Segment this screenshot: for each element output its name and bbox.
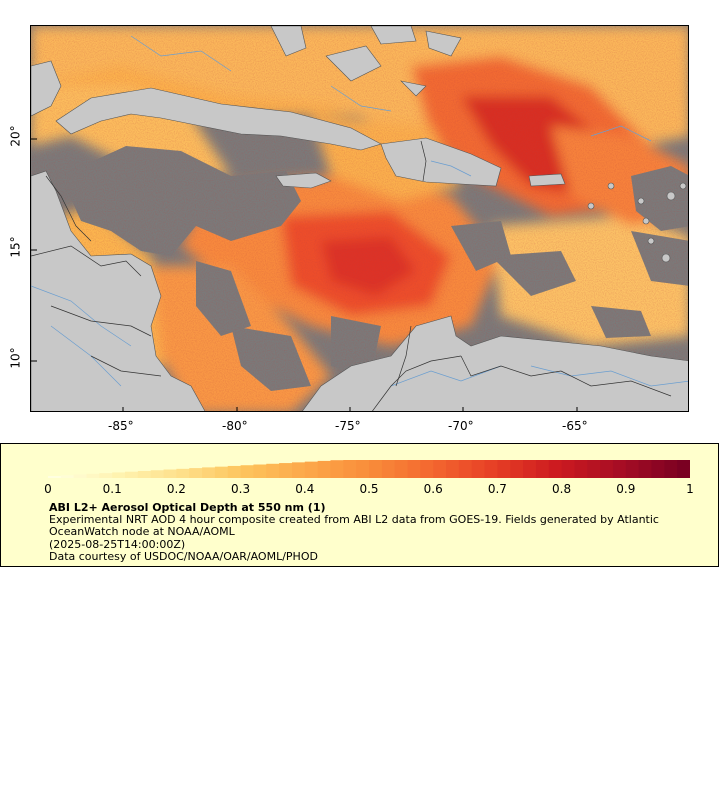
colorbar-segment — [99, 473, 113, 478]
colorbar-segment — [471, 460, 486, 478]
colorbar-segment — [150, 470, 165, 478]
lat-tick-label: 10° — [8, 347, 23, 369]
colorbar-segment — [214, 466, 229, 478]
colorbar-segment — [433, 460, 447, 478]
colorbar-segment — [407, 460, 421, 478]
colorbar-segment — [125, 471, 139, 478]
colorbar-segment — [137, 470, 152, 478]
colorbar-segment — [664, 460, 678, 478]
colorbar-segment — [510, 460, 524, 478]
colorbar-segment — [677, 460, 690, 478]
colorbar-segment — [535, 460, 550, 478]
colorbar-segment — [330, 460, 344, 478]
colorbar-segment — [240, 465, 254, 478]
colorbar-segment — [369, 460, 383, 478]
colorbar-segment — [523, 460, 537, 478]
lat-tick-label: 20° — [8, 125, 23, 147]
colorbar-tick-label: 0.7 — [487, 482, 507, 496]
colorbar-tick-label: 0.1 — [102, 482, 122, 496]
colorbar-tick-label: 0.4 — [295, 482, 315, 496]
colorbar-segment — [60, 475, 75, 478]
colorbar-tick-label: 0.8 — [552, 482, 572, 496]
latitude-axis: 20° 15° 10° — [0, 25, 30, 412]
colorbar-segment — [343, 460, 357, 478]
colorbar-segment — [253, 464, 267, 478]
aod-map[interactable] — [30, 25, 689, 412]
colorbar-tick-label: 1 — [686, 482, 694, 496]
colorbar-segment — [227, 465, 242, 478]
colorbar-segment — [612, 460, 627, 478]
colorbar-segment — [86, 473, 100, 478]
colorbar-segment — [561, 460, 575, 478]
colorbar-segment — [202, 467, 216, 478]
cuba — [55, 87, 382, 151]
colorbar-segment — [548, 460, 563, 478]
borders — [31, 140, 672, 411]
colorbar-segment — [394, 460, 409, 478]
lon-tick-label: -65° — [562, 419, 588, 433]
colorbar-segment — [420, 460, 434, 478]
colorbar-segment — [638, 460, 652, 478]
legend-title: ABI L2+ Aerosol Optical Depth at 550 nm … — [49, 501, 326, 514]
colorbar-segment — [484, 460, 498, 478]
colorbar-segment — [163, 469, 177, 478]
colorbar-segment — [587, 460, 601, 478]
colorbar-tick-label: 0.6 — [423, 482, 443, 496]
colorbar-tick-label: 0.3 — [231, 482, 251, 496]
colorbar-segment — [189, 468, 203, 478]
lon-tick-label: -85° — [108, 419, 134, 433]
colorbar-tick-label: 0.5 — [359, 482, 379, 496]
south-america — [302, 315, 688, 411]
hispaniola — [380, 137, 502, 187]
lon-tick-label: -80° — [222, 419, 248, 433]
colorbar-segment — [574, 460, 588, 478]
colorbar-segment — [279, 463, 293, 478]
colorbar-segment — [176, 468, 190, 478]
colorbar-segment — [651, 460, 665, 478]
colorbar-segment — [600, 460, 614, 478]
land-areas — [31, 26, 688, 411]
colorbar-segment — [291, 462, 306, 478]
colorbar-segment — [446, 460, 460, 478]
lon-tick-label: -75° — [335, 419, 361, 433]
colorbar-segment — [356, 460, 370, 478]
map-ticks — [31, 138, 578, 411]
legend-credit: Data courtesy of USDOC/NOAA/OAR/AOML/PHO… — [49, 550, 318, 563]
colorbar-segment — [112, 472, 126, 478]
longitude-axis: -85° -80° -75° -70° -65° — [30, 412, 689, 437]
rivers — [31, 35, 688, 387]
colorbar-segment — [381, 460, 396, 478]
colorbar-tick-label: 0 — [44, 482, 52, 496]
jamaica — [275, 172, 332, 189]
legend-panel: 0 0.1 0.2 0.3 0.4 0.5 0.6 0.7 0.8 0.9 1 ABI L2+ Ae… — [0, 443, 719, 567]
map-canvas — [31, 26, 688, 411]
colorbar-segment — [458, 460, 473, 478]
lon-tick-label: -70° — [448, 419, 474, 433]
central-america — [31, 170, 206, 411]
colorbar-segment — [304, 461, 319, 478]
colorbar-tick-label: 0.2 — [166, 482, 186, 496]
colorbar-tick-label: 0.9 — [616, 482, 636, 496]
lat-tick-label: 15° — [8, 236, 23, 258]
colorbar-segment — [625, 460, 640, 478]
colorbar-segment — [73, 474, 88, 478]
colorbar-segment — [48, 476, 62, 478]
colorbar-segment — [497, 460, 511, 478]
colorbar — [48, 460, 690, 478]
colorbar-segment — [317, 460, 331, 478]
colorbar-segment — [266, 463, 280, 478]
legend-timestamp: (2025-08-25T14:00:00Z) — [49, 538, 186, 551]
legend-description: Experimental NRT AOD 4 hour composite cr… — [49, 513, 659, 538]
puerto-rico — [528, 173, 566, 187]
